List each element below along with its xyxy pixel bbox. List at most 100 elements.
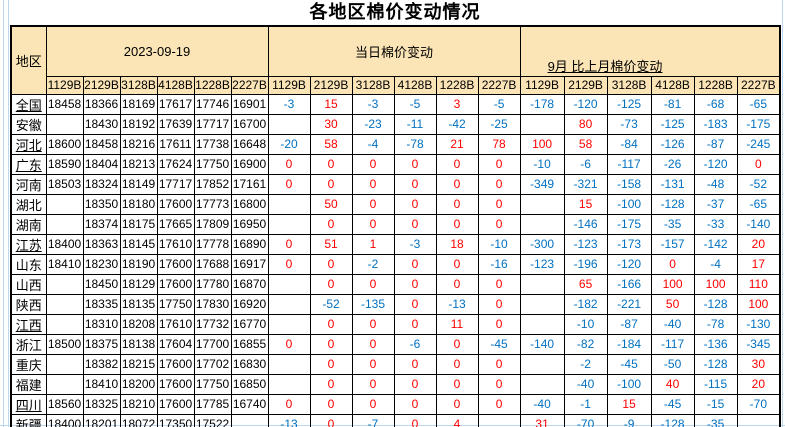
price-cell[interactable]: 16901 [230, 93, 269, 115]
daily-change-cell[interactable]: 21 [435, 133, 479, 155]
daily-change-cell[interactable]: 0 [477, 153, 521, 175]
price-cell[interactable] [230, 413, 269, 427]
price-cell[interactable]: 18430 [82, 113, 121, 135]
monthly-change-cell[interactable]: -35 [693, 413, 738, 427]
daily-change-cell[interactable]: 0 [393, 353, 437, 375]
monthly-change-cell[interactable]: -184 [606, 333, 652, 355]
daily-change-cell[interactable]: -20 [267, 133, 311, 155]
daily-change-cell[interactable] [267, 273, 311, 295]
monthly-change-cell[interactable]: 100 [650, 273, 695, 295]
daily-change-cell[interactable]: 50 [309, 193, 353, 215]
monthly-change-cell[interactable]: -128 [650, 413, 695, 427]
daily-change-cell[interactable]: -4 [351, 133, 395, 155]
monthly-change-cell[interactable]: -173 [606, 233, 652, 255]
region-cell[interactable]: 全国 [10, 93, 47, 115]
price-cell[interactable]: 17717 [156, 173, 195, 195]
grade-code-header-daily-2129b[interactable]: 2129B [309, 75, 353, 95]
daily-change-cell[interactable]: 0 [309, 373, 353, 395]
monthly-change-cell[interactable]: -73 [606, 113, 652, 135]
price-cell[interactable]: 16917 [230, 253, 269, 275]
daily-change-cell[interactable]: 0 [351, 313, 395, 335]
monthly-change-cell[interactable]: 80 [563, 113, 608, 135]
daily-change-cell[interactable] [267, 373, 311, 395]
price-cell[interactable]: 18138 [119, 333, 158, 355]
monthly-change-cell[interactable]: -65 [736, 193, 781, 215]
daily-change-cell[interactable]: -3 [351, 93, 395, 115]
monthly-change-cell[interactable]: -10 [519, 153, 565, 175]
daily-change-cell[interactable]: -10 [477, 233, 521, 255]
daily-change-cell[interactable]: 0 [309, 253, 353, 275]
price-cell[interactable]: 16648 [230, 133, 269, 155]
price-cell[interactable]: 18410 [82, 373, 121, 395]
price-cell[interactable]: 18135 [119, 293, 158, 315]
daily-change-cell[interactable]: 0 [435, 193, 479, 215]
price-cell[interactable]: 17700 [193, 333, 232, 355]
monthly-change-cell[interactable]: -48 [693, 173, 738, 195]
monthly-change-cell[interactable]: -178 [519, 93, 565, 115]
daily-change-cell[interactable]: 58 [309, 133, 353, 155]
monthly-change-cell[interactable]: -142 [693, 233, 738, 255]
monthly-change-cell[interactable]: -115 [693, 373, 738, 395]
price-cell[interactable]: 18458 [45, 93, 84, 115]
price-cell[interactable]: 18210 [119, 393, 158, 415]
region-cell[interactable]: 江西 [10, 313, 47, 335]
price-cell[interactable]: 17750 [193, 153, 232, 175]
daily-change-cell[interactable]: -13 [435, 293, 479, 315]
grade-code-header-daily-2227b[interactable]: 2227B [477, 75, 521, 95]
monthly-change-cell[interactable]: -1 [563, 393, 608, 415]
monthly-change-cell[interactable]: -196 [563, 253, 608, 275]
daily-change-cell[interactable]: 0 [267, 393, 311, 415]
monthly-change-cell[interactable] [519, 213, 565, 235]
daily-change-cell[interactable]: 0 [435, 373, 479, 395]
daily-change-cell[interactable] [267, 113, 311, 135]
region-cell[interactable]: 安徽 [10, 113, 47, 135]
price-cell[interactable]: 16700 [230, 113, 269, 135]
price-cell[interactable]: 17610 [156, 313, 195, 335]
daily-change-cell[interactable]: 0 [477, 313, 521, 335]
price-cell[interactable] [45, 353, 84, 375]
daily-change-cell[interactable]: -3 [267, 93, 311, 115]
daily-change-cell[interactable]: 0 [393, 153, 437, 175]
monthly-change-cell[interactable]: -175 [606, 213, 652, 235]
daily-change-cell[interactable]: 0 [351, 213, 395, 235]
region-cell[interactable]: 福建 [10, 373, 47, 395]
monthly-change-cell[interactable]: 50 [650, 293, 695, 315]
daily-change-cell[interactable]: 0 [435, 273, 479, 295]
monthly-change-cell[interactable]: -120 [693, 153, 738, 175]
price-cell[interactable]: 17600 [156, 353, 195, 375]
price-cell[interactable]: 18404 [82, 153, 121, 175]
daily-change-cell[interactable]: 0 [309, 333, 353, 355]
price-cell[interactable]: 18335 [82, 293, 121, 315]
price-cell[interactable]: 18072 [119, 413, 158, 427]
monthly-change-cell[interactable]: -123 [519, 253, 565, 275]
daily-change-cell[interactable]: 0 [351, 353, 395, 375]
price-cell[interactable]: 18192 [119, 113, 158, 135]
price-cell[interactable]: 18560 [45, 393, 84, 415]
price-cell[interactable]: 18458 [82, 133, 121, 155]
daily-change-cell[interactable]: 0 [309, 213, 353, 235]
monthly-change-cell[interactable]: -52 [736, 173, 781, 195]
price-cell[interactable]: 16950 [230, 213, 269, 235]
daily-change-cell[interactable]: 0 [393, 293, 437, 315]
monthly-change-cell[interactable]: 17 [736, 253, 781, 275]
daily-change-cell[interactable]: 0 [393, 213, 437, 235]
price-cell[interactable]: 17785 [193, 393, 232, 415]
price-cell[interactable]: 16850 [230, 373, 269, 395]
price-cell[interactable]: 17665 [156, 213, 195, 235]
daily-change-cell[interactable]: 0 [267, 153, 311, 175]
grade-code-header-daily-4128b[interactable]: 4128B [393, 75, 437, 95]
daily-change-cell[interactable]: 0 [393, 373, 437, 395]
daily-change-cell[interactable]: 4 [435, 413, 479, 427]
monthly-change-cell[interactable]: -87 [693, 133, 738, 155]
grade-code-header-date-2129b[interactable]: 2129B [82, 75, 121, 95]
daily-change-cell[interactable]: 0 [351, 153, 395, 175]
monthly-change-cell[interactable]: 100 [519, 133, 565, 155]
price-cell[interactable]: 18215 [119, 353, 158, 375]
daily-change-cell[interactable]: 0 [309, 273, 353, 295]
monthly-change-cell[interactable]: 40 [650, 373, 695, 395]
price-cell[interactable]: 18600 [45, 133, 84, 155]
daily-change-cell[interactable]: -11 [393, 113, 437, 135]
price-cell[interactable]: 18450 [82, 273, 121, 295]
grade-code-header-date-1129b[interactable]: 1129B [45, 75, 84, 95]
price-cell[interactable]: 18366 [82, 93, 121, 115]
